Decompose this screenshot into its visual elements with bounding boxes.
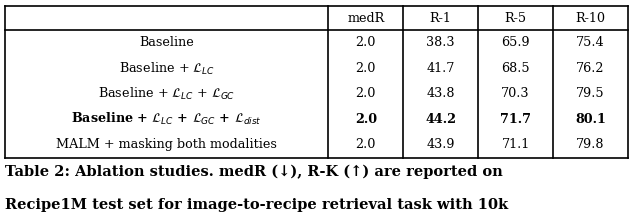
Text: Baseline + $\mathcal{L}_{LC}$ + $\mathcal{L}_{GC}$: Baseline + $\mathcal{L}_{LC}$ + $\mathca… [98, 86, 236, 102]
Text: Baseline: Baseline [140, 37, 194, 49]
Text: 71.7: 71.7 [500, 113, 531, 126]
Text: 2.0: 2.0 [356, 138, 376, 151]
Text: 43.8: 43.8 [426, 87, 455, 100]
Text: 2.0: 2.0 [356, 87, 376, 100]
Text: 71.1: 71.1 [501, 138, 530, 151]
Text: 43.9: 43.9 [426, 138, 455, 151]
Text: 75.4: 75.4 [576, 37, 605, 49]
Text: R-5: R-5 [504, 12, 527, 25]
Text: 76.2: 76.2 [576, 62, 605, 75]
Text: MALM + masking both modalities: MALM + masking both modalities [56, 138, 277, 151]
Text: 41.7: 41.7 [426, 62, 455, 75]
Text: 38.3: 38.3 [426, 37, 455, 49]
Text: 79.5: 79.5 [576, 87, 605, 100]
Text: Baseline + $\mathcal{L}_{LC}$: Baseline + $\mathcal{L}_{LC}$ [119, 60, 214, 76]
Text: 2.0: 2.0 [355, 113, 377, 126]
Text: 68.5: 68.5 [501, 62, 530, 75]
Text: 80.1: 80.1 [575, 113, 606, 126]
Text: Recipe1M test set for image-to-recipe retrieval task with 10k: Recipe1M test set for image-to-recipe re… [5, 198, 508, 212]
Text: 65.9: 65.9 [501, 37, 530, 49]
Text: 2.0: 2.0 [356, 37, 376, 49]
Text: medR: medR [347, 12, 385, 25]
Text: 44.2: 44.2 [425, 113, 456, 126]
Text: 2.0: 2.0 [356, 62, 376, 75]
Text: Table 2: Ablation studies. medR (↓), R-K (↑) are reported on: Table 2: Ablation studies. medR (↓), R-K… [5, 164, 503, 179]
Text: R-10: R-10 [575, 12, 605, 25]
Text: R-1: R-1 [429, 12, 452, 25]
Text: Baseline + $\mathcal{L}_{LC}$ + $\mathcal{L}_{GC}$ + $\mathcal{L}_{dist}$: Baseline + $\mathcal{L}_{LC}$ + $\mathca… [72, 111, 262, 127]
Text: 79.8: 79.8 [576, 138, 605, 151]
Text: 70.3: 70.3 [501, 87, 530, 100]
